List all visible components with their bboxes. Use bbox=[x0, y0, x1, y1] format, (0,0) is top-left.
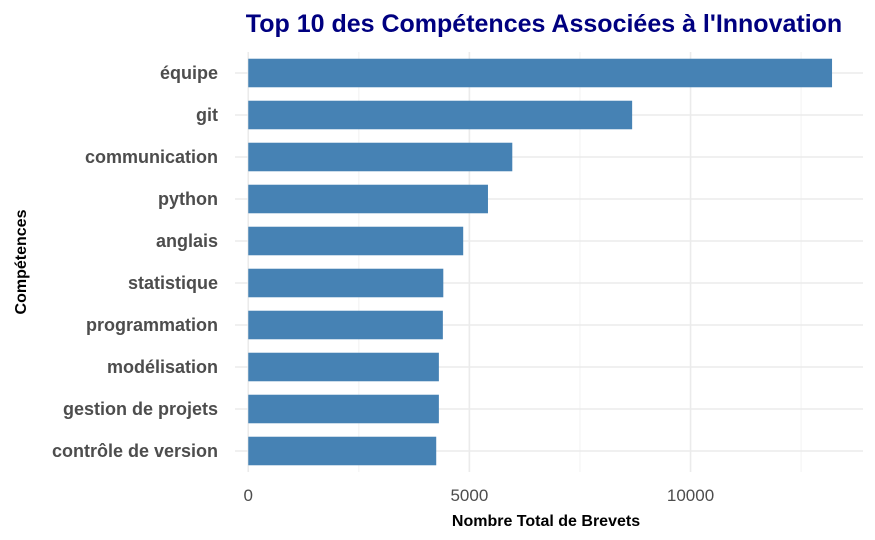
category-labels: équipe git communication python anglais stati… bbox=[52, 63, 218, 461]
bar bbox=[248, 142, 513, 172]
category-label: anglais bbox=[156, 231, 218, 251]
category-label: modélisation bbox=[107, 357, 218, 377]
y-axis-title: Compétences bbox=[13, 209, 30, 314]
category-label: équipe bbox=[160, 63, 218, 83]
bars bbox=[248, 58, 833, 466]
x-tick-label: 10000 bbox=[667, 486, 714, 505]
bar bbox=[248, 100, 633, 130]
chart-title: Top 10 des Compétences Associées à l'Inn… bbox=[246, 10, 842, 38]
bar bbox=[248, 268, 444, 298]
category-label: gestion de projets bbox=[63, 399, 218, 419]
bar bbox=[248, 436, 437, 466]
x-tick-label: 0 bbox=[244, 486, 253, 505]
bar bbox=[248, 352, 439, 382]
bar bbox=[248, 310, 443, 340]
category-label: contrôle de version bbox=[52, 441, 218, 461]
category-label: python bbox=[158, 189, 218, 209]
bar bbox=[248, 58, 833, 88]
category-label: git bbox=[196, 105, 218, 125]
x-tick-labels: 0 5000 10000 bbox=[244, 486, 715, 505]
category-label: programmation bbox=[86, 315, 218, 335]
x-axis-title: Nombre Total de Brevets bbox=[452, 513, 640, 530]
bar bbox=[248, 226, 464, 256]
bar bbox=[248, 184, 488, 214]
bar bbox=[248, 394, 439, 424]
category-label: statistique bbox=[128, 273, 218, 293]
x-tick-label: 5000 bbox=[450, 486, 488, 505]
category-label: communication bbox=[85, 147, 218, 167]
